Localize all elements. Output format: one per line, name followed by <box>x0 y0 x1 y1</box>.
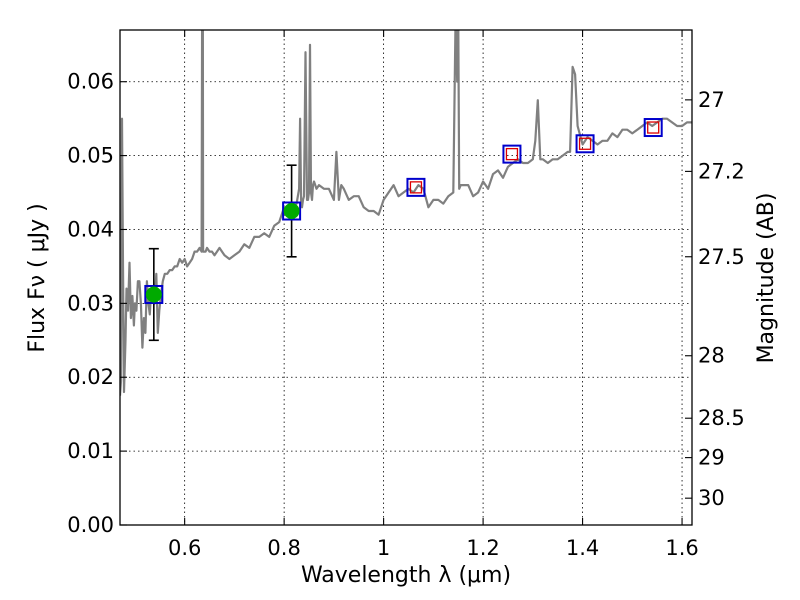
y2-axis-label: Magnitude (AB) <box>754 193 779 364</box>
model-photometry-marker <box>144 284 164 304</box>
model-photometry-marker <box>575 134 595 154</box>
model-photometry-marker <box>502 144 522 164</box>
x-tick-label: 1 <box>377 536 390 560</box>
y-tick-label: 0.04 <box>67 217 114 241</box>
y-tick-label: 0.00 <box>67 513 114 537</box>
observed-point <box>283 203 300 220</box>
grid-lines <box>120 30 692 526</box>
observed-point <box>145 286 162 303</box>
x-tick-label: 1.4 <box>566 536 599 560</box>
tick-labels: 0.6 0.8 1 1.2 1.4 1.6 0.00 0.01 0.02 0.03 0.04 0.05… <box>67 70 745 560</box>
y-tick-label: 0.06 <box>67 70 114 94</box>
y2-tick-label: 29 <box>698 446 725 470</box>
plot-frame <box>119 29 693 526</box>
model-photometry-marker <box>643 118 663 138</box>
plot-area <box>120 30 692 396</box>
y-axis-label: Flux Fν ( μJy ) <box>25 203 50 352</box>
x-tick-label: 1.2 <box>466 536 499 560</box>
predicted-marker <box>505 147 519 161</box>
y2-tick-label: 28 <box>698 344 725 368</box>
y-tick-label: 0.01 <box>67 439 114 463</box>
model-photometry-marker <box>406 177 426 197</box>
y2-tick-label: 27 <box>698 88 725 112</box>
model-photometry-marker <box>282 201 302 221</box>
y-tick-label: 0.05 <box>67 144 114 168</box>
markers-layer <box>144 118 663 304</box>
x-axis-label: Wavelength λ (μm) <box>301 563 511 588</box>
y2-tick-label: 27.5 <box>698 245 745 269</box>
y-tick-label: 0.03 <box>67 291 114 315</box>
x-tick-label: 1.6 <box>665 536 698 560</box>
predicted-marker <box>409 181 423 194</box>
model-spectrum-line <box>120 30 692 396</box>
y2-tick-label: 28.5 <box>698 406 745 430</box>
predicted-marker <box>647 121 660 134</box>
axis-ticks <box>120 30 692 526</box>
predicted-marker <box>578 137 592 150</box>
y2-tick-label: 27.2 <box>698 159 745 183</box>
x-tick-label: 0.6 <box>168 536 201 560</box>
y2-tick-label: 30 <box>698 486 725 510</box>
y-tick-label: 0.02 <box>67 365 114 389</box>
x-tick-label: 0.8 <box>267 536 300 560</box>
